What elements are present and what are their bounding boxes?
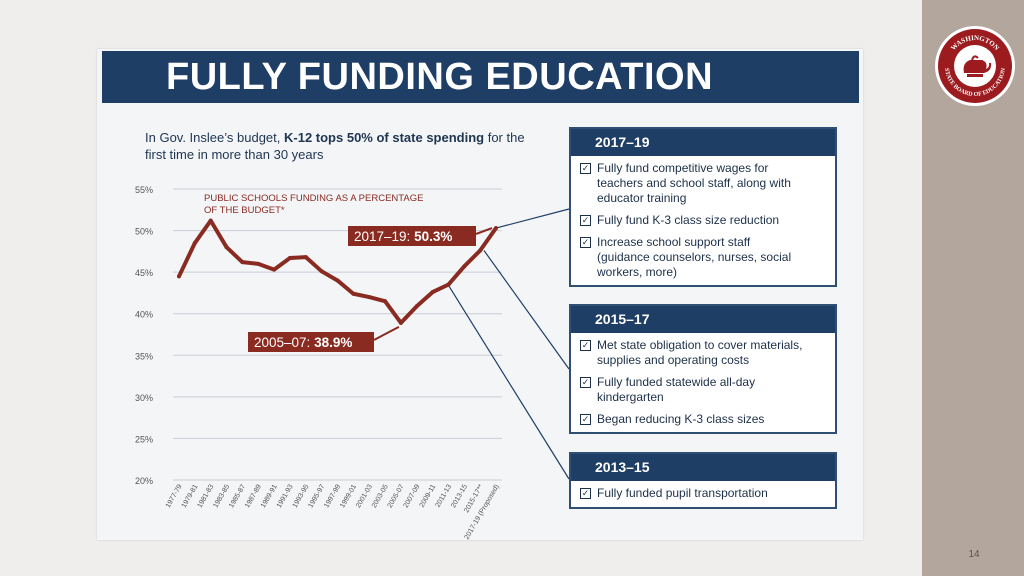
- connector-line: [483, 250, 570, 370]
- annotation-leader: [475, 227, 493, 235]
- checklist-item-text: workers, more): [597, 265, 678, 279]
- subtitle-prefix: In Gov. Inslee’s budget,: [145, 130, 284, 145]
- connector-line: [447, 284, 570, 480]
- data-point: [430, 290, 435, 295]
- checklist-item-text: Fully fund competitive wages for: [597, 161, 769, 175]
- box-2015-17: 2015–17 ✓ Met state obligation to cover m…: [569, 304, 837, 434]
- subtitle-suffix: for the first time in more than 30 years: [145, 130, 525, 162]
- board-of-education-seal-icon: WASHINGTON STATE BOARD OF EDUCATION: [935, 26, 1015, 106]
- annotation-period: 2017–19:: [354, 229, 414, 244]
- checklist-item: ✓ Increase school support staff (guidance …: [577, 235, 829, 280]
- connector-line: [495, 208, 570, 229]
- box-2013-15: 2013–15 ✓ Fully funded pupil transportati…: [569, 452, 837, 509]
- data-point: [240, 260, 245, 265]
- box-2017-19: 2017–19 ✓ Fully fund competitive wages fo…: [569, 127, 837, 287]
- box-title: 2017–19: [571, 129, 835, 156]
- checklist-item: ✓ Fully funded pupil transportation: [577, 486, 829, 501]
- data-point: [208, 218, 213, 223]
- annotation-value: 38.9%: [314, 335, 352, 350]
- data-point: [494, 226, 498, 231]
- data-point: [303, 255, 308, 260]
- y-tick-label: 45%: [135, 268, 153, 278]
- chart-title: PUBLIC SCHOOLS FUNDING AS A PERCENTAGE OF…: [204, 193, 423, 216]
- checklist-item-text: educator training: [597, 191, 687, 205]
- data-point: [287, 256, 292, 261]
- y-tick-label: 40%: [135, 310, 153, 320]
- funding-line-chart: 55%50%45%40%35%30%25%20%1977-791979-8119…: [135, 185, 570, 540]
- checklist-item-text: Began reducing K-3 class sizes: [597, 412, 765, 426]
- annotation-leader: [373, 325, 400, 341]
- annotation-box: [348, 226, 476, 246]
- checklist-item-text: Met state obligation to cover materials,: [597, 338, 803, 352]
- checkbox-checked-icon: ✓: [580, 414, 591, 425]
- data-point: [272, 267, 277, 272]
- annotation-label: 2005–07: 38.9%: [254, 335, 352, 350]
- checkbox-checked-icon: ✓: [580, 215, 591, 226]
- checklist-item-text: kindergarten: [597, 390, 664, 404]
- data-point: [414, 304, 419, 309]
- annotation-period: 2005–07:: [254, 335, 314, 350]
- y-tick-label: 55%: [135, 185, 153, 195]
- checklist-item-text: Increase school support staff: [597, 235, 751, 249]
- checklist-item-text: Fully funded pupil transportation: [597, 486, 768, 500]
- checkbox-checked-icon: ✓: [580, 163, 591, 174]
- infographic-subtitle: In Gov. Inslee’s budget, K-12 tops 50% o…: [145, 129, 545, 163]
- y-tick-label: 25%: [135, 434, 153, 444]
- data-point: [478, 248, 483, 253]
- checkbox-checked-icon: ✓: [580, 340, 591, 351]
- checklist-item-text: supplies and operating costs: [597, 353, 750, 367]
- y-tick-label: 35%: [135, 351, 153, 361]
- data-point: [177, 274, 181, 279]
- box-title: 2013–15: [571, 454, 835, 481]
- checkbox-checked-icon: ✓: [580, 377, 591, 388]
- slide-number: 14: [968, 549, 980, 560]
- data-point: [335, 278, 340, 283]
- data-point: [462, 264, 467, 269]
- box-checklist: ✓ Met state obligation to cover materials…: [571, 333, 835, 436]
- data-point: [367, 295, 372, 300]
- checklist-item: ✓ Fully funded statewide all-day kindergar…: [577, 375, 829, 405]
- data-point: [446, 282, 451, 287]
- data-point: [224, 245, 229, 250]
- checkbox-checked-icon: ✓: [580, 237, 591, 248]
- box-checklist: ✓ Fully funded pupil transportation: [571, 481, 835, 510]
- checkbox-checked-icon: ✓: [580, 488, 591, 499]
- data-point: [398, 320, 403, 325]
- y-tick-label: 20%: [135, 476, 153, 486]
- annotation-box: [248, 332, 374, 352]
- data-point: [192, 241, 197, 246]
- annotation-value: 50.3%: [414, 229, 452, 244]
- checklist-item: ✓ Began reducing K-3 class sizes: [577, 412, 829, 427]
- checklist-item: ✓ Met state obligation to cover materials…: [577, 338, 829, 368]
- annotation-label: 2017–19: 50.3%: [354, 229, 452, 244]
- checklist-item-text: Fully funded statewide all-day: [597, 375, 756, 389]
- checklist-item-text: (guidance counselors, nurses, social: [597, 250, 792, 264]
- data-point: [319, 269, 324, 274]
- infographic-card: FULLY FUNDING EDUCATION In Gov. Inslee’s…: [97, 49, 863, 540]
- subtitle-highlight: K-12 tops 50% of state spending: [284, 130, 485, 145]
- infographic-title: FULLY FUNDING EDUCATION: [102, 51, 859, 103]
- data-point: [383, 299, 388, 304]
- checklist-item: ✓ Fully fund K-3 class size reduction: [577, 213, 829, 228]
- data-point: [256, 261, 261, 266]
- checklist-item-text: Fully fund K-3 class size reduction: [597, 213, 780, 227]
- y-tick-label: 50%: [135, 227, 153, 237]
- box-title: 2015–17: [571, 306, 835, 333]
- data-point: [351, 291, 356, 296]
- checklist-item-text: teachers and school staff, along with: [597, 176, 791, 190]
- checklist-item: ✓ Fully fund competitive wages for teacher…: [577, 161, 829, 206]
- box-checklist: ✓ Fully fund competitive wages for teacher…: [571, 156, 835, 289]
- y-tick-label: 30%: [135, 393, 153, 403]
